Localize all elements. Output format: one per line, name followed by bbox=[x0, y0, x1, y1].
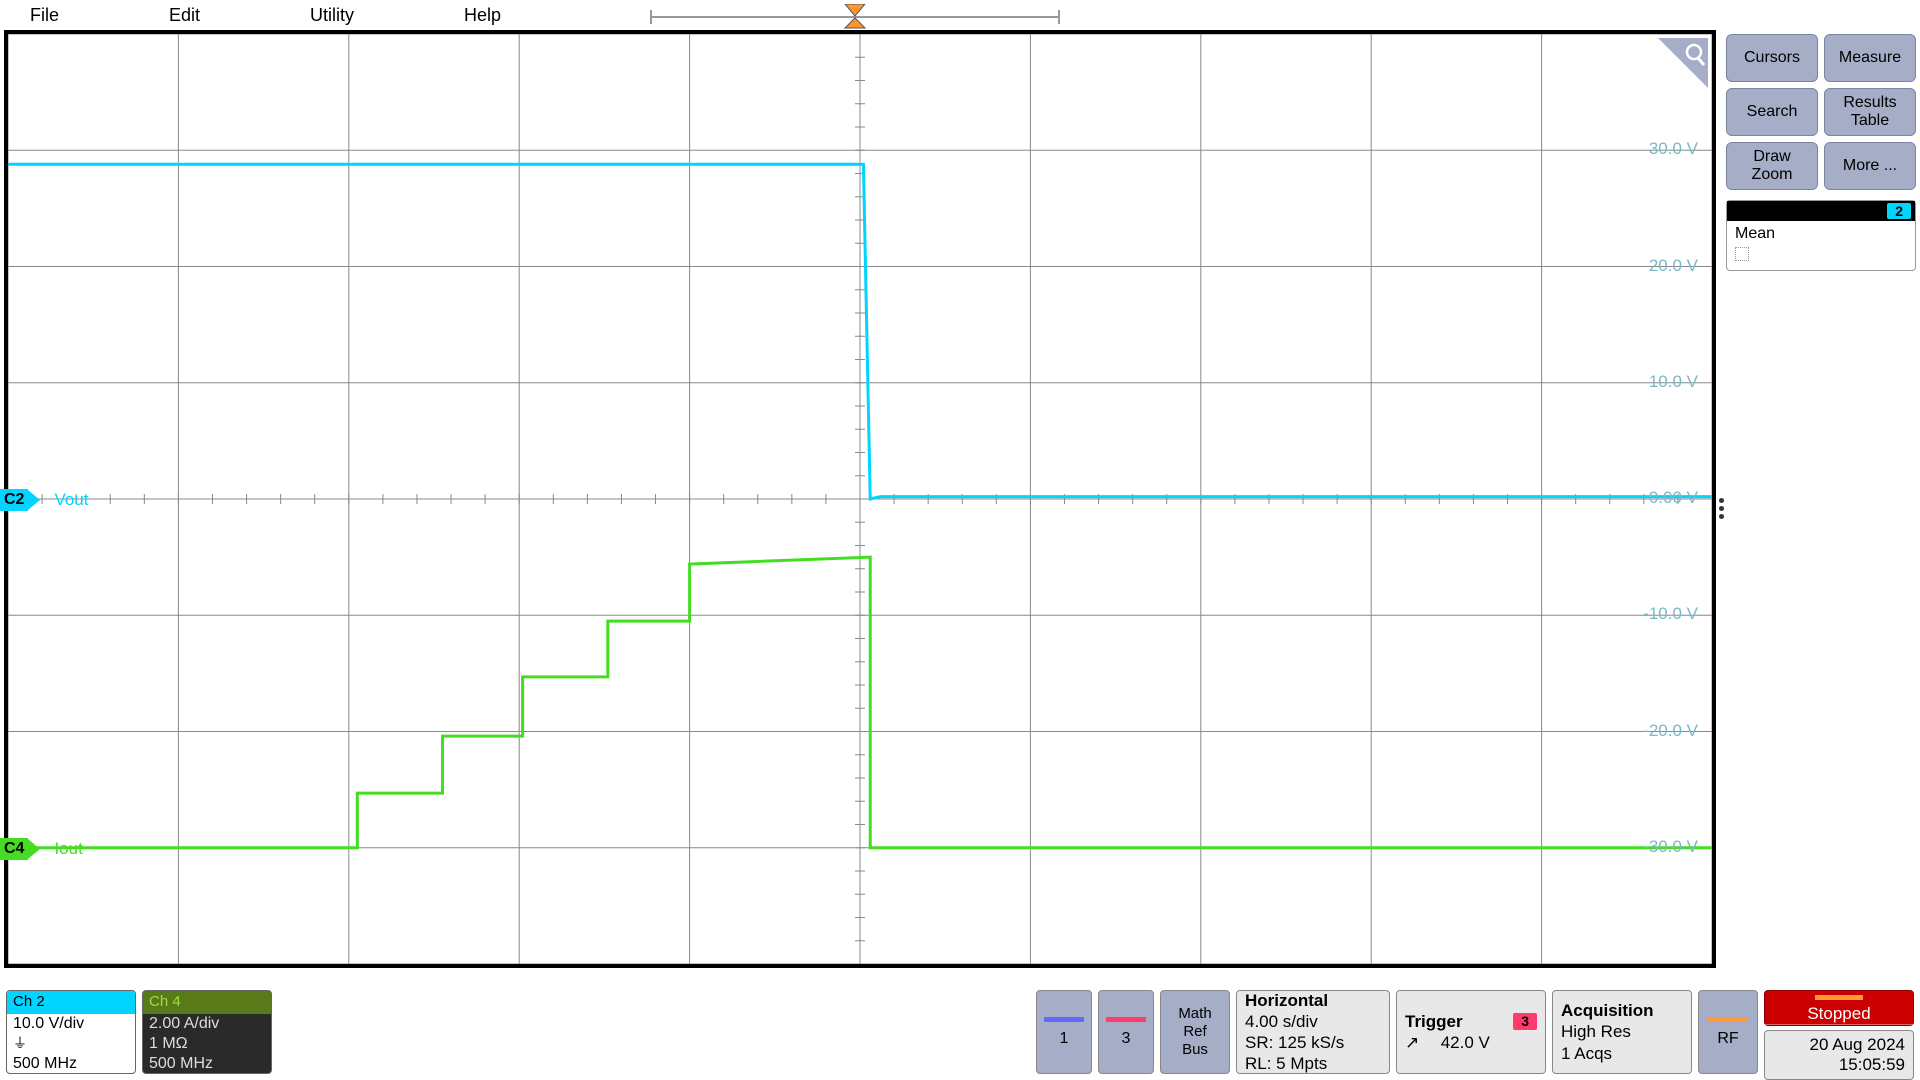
yaxis-label: 0.00 V bbox=[1649, 488, 1698, 508]
measure-button[interactable]: Measure bbox=[1824, 34, 1916, 82]
more--button[interactable]: More ... bbox=[1824, 142, 1916, 190]
channel-4-settings[interactable]: Ch 4 2.00 A/div 1 MΩ 500 MHz bbox=[142, 990, 272, 1074]
trigger-source-badge: 3 bbox=[1513, 1013, 1537, 1031]
bus-1-tile[interactable]: 1 bbox=[1036, 990, 1092, 1074]
yaxis-label: 10.0 V bbox=[1649, 372, 1698, 392]
waveform-display[interactable]: 30.0 V 20.0 V 10.0 V 0.00 V -10.0 V -20.0 V -3… bbox=[4, 30, 1716, 968]
ch4-bandwidth: 500 MHz bbox=[149, 1054, 265, 1074]
panel-resize-handle[interactable] bbox=[1719, 498, 1724, 519]
measurement-channel-badge: 2 bbox=[1887, 203, 1911, 219]
channel-2-marker[interactable]: C2 Vout bbox=[0, 489, 89, 511]
acquisition-settings[interactable]: Acquisition High Res 1 Acqs bbox=[1552, 990, 1692, 1074]
menu-help[interactable]: Help bbox=[464, 5, 501, 26]
coupling-icon: ⏚ bbox=[13, 1035, 27, 1053]
run-status[interactable]: Stopped bbox=[1764, 990, 1914, 1026]
bus-3-tile[interactable]: 3 bbox=[1098, 990, 1154, 1074]
channel-4-name: Iout bbox=[54, 839, 82, 859]
channel-4-marker[interactable]: C4 Iout bbox=[0, 838, 83, 860]
yaxis-label: -20.0 V bbox=[1643, 721, 1698, 741]
measurement-title: Mean bbox=[1735, 225, 1907, 243]
draw-zoom-button[interactable]: Draw Zoom bbox=[1726, 142, 1818, 190]
ch2-bandwidth: 500 MHz bbox=[13, 1054, 129, 1074]
timebase-overview[interactable] bbox=[650, 4, 1060, 26]
menu-file[interactable]: File bbox=[30, 5, 59, 26]
measurement-panel[interactable]: 2 Mean bbox=[1726, 200, 1916, 271]
menu-utility[interactable]: Utility bbox=[310, 5, 354, 26]
ch4-scale: 2.00 A/div bbox=[149, 1014, 265, 1034]
search-button[interactable]: Search bbox=[1726, 88, 1818, 136]
datetime-display: 20 Aug 2024 15:05:59 bbox=[1764, 1030, 1914, 1080]
yaxis-label: 30.0 V bbox=[1649, 139, 1698, 159]
cursors-button[interactable]: Cursors bbox=[1726, 34, 1818, 82]
trigger-settings[interactable]: Trigger3 ↗ 42.0 V bbox=[1396, 990, 1546, 1074]
ch4-impedance: 1 MΩ bbox=[149, 1034, 265, 1054]
yaxis-label: -10.0 V bbox=[1643, 604, 1698, 624]
measurement-placeholder-icon bbox=[1735, 247, 1749, 261]
channel-2-name: Vout bbox=[54, 490, 88, 510]
zoom-icon[interactable] bbox=[1650, 38, 1708, 93]
results-table-button[interactable]: Results Table bbox=[1824, 88, 1916, 136]
channel-2-settings[interactable]: Ch 2 10.0 V/div ⏚ 500 MHz bbox=[6, 990, 136, 1074]
ch2-scale: 10.0 V/div bbox=[13, 1014, 129, 1034]
horizontal-settings[interactable]: Horizontal 4.00 s/div SR: 125 kS/s RL: 5… bbox=[1236, 990, 1390, 1074]
yaxis-label: 20.0 V bbox=[1649, 256, 1698, 276]
menu-edit[interactable]: Edit bbox=[169, 5, 200, 26]
yaxis-label: -30.0 V bbox=[1643, 837, 1698, 857]
trigger-slope-icon: ↗ bbox=[1405, 1032, 1419, 1053]
rf-button[interactable]: RF bbox=[1698, 990, 1758, 1074]
math-ref-bus-button[interactable]: Math Ref Bus bbox=[1160, 990, 1230, 1074]
